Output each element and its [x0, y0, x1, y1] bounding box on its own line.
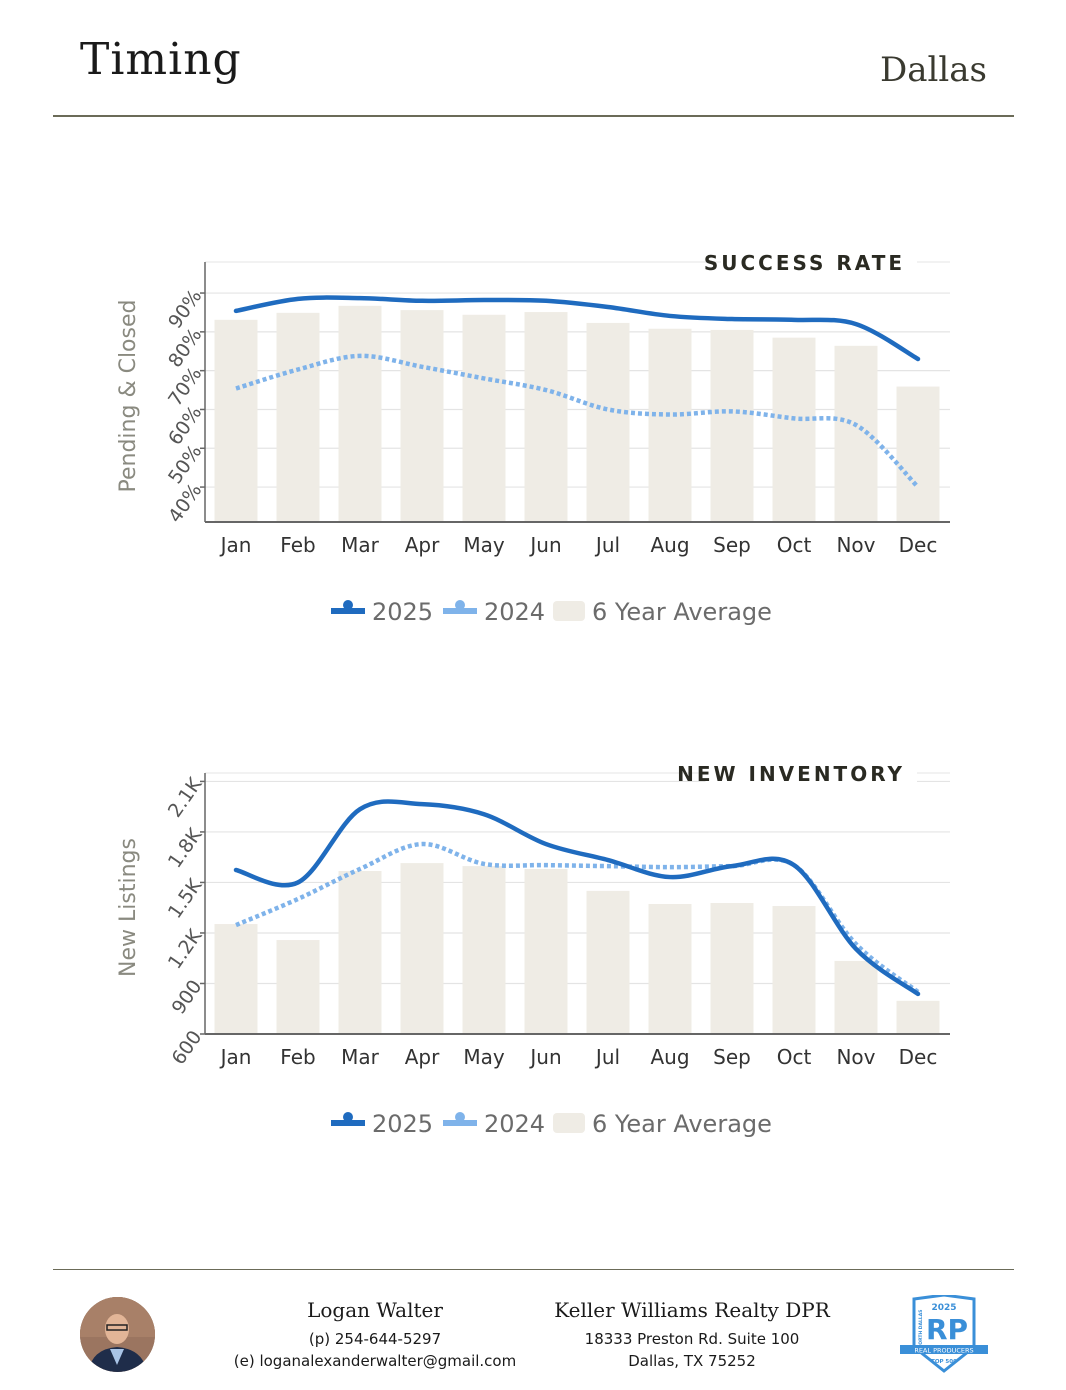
x-tick-label: Apr	[405, 533, 440, 557]
x-tick-label: Jan	[219, 1045, 252, 1069]
bar-oct	[772, 906, 816, 1034]
bar-jan	[214, 319, 258, 522]
real-producers-badge: 2025 NORTH DALLAS RP REAL PRODUCERS TOP …	[900, 1295, 988, 1373]
legend-2025-label: 2025	[372, 598, 433, 626]
x-tick-label: Dec	[899, 1045, 938, 1069]
x-tick-label: Nov	[836, 533, 875, 557]
bar-sep	[710, 902, 754, 1034]
x-tick-label: Dec	[899, 533, 938, 557]
badge-ribbon: REAL PRODUCERS	[914, 1347, 973, 1355]
legend-2025-label: 2025	[372, 1110, 433, 1138]
x-tick-label: Jan	[219, 533, 252, 557]
chart-title: SUCCESS RATE	[704, 251, 905, 275]
y-axis-label: New Listings	[116, 838, 141, 977]
bar-apr	[400, 863, 444, 1034]
legend-2025-icon-dot	[343, 600, 353, 610]
x-tick-label: Aug	[650, 1045, 689, 1069]
x-tick-label: Sep	[713, 1045, 751, 1069]
bar-nov	[834, 960, 878, 1034]
line-2024	[235, 353, 920, 489]
footer-divider	[53, 1269, 1014, 1270]
legend-2024-label: 2024	[484, 1110, 545, 1138]
x-tick-label: Jul	[594, 533, 620, 557]
bar-jan	[214, 924, 258, 1034]
badge-year: 2025	[931, 1303, 956, 1313]
agent-name: Logan Walter	[307, 1298, 443, 1322]
x-tick-label: Jun	[528, 533, 561, 557]
bar-mar	[338, 305, 382, 522]
company-address-line1: 18333 Preston Rd. Suite 100	[584, 1330, 800, 1348]
legend-2025-icon-dot	[343, 1112, 353, 1122]
x-tick-label: Mar	[341, 1045, 380, 1069]
page-title: Timing	[80, 34, 242, 85]
legend-2024-icon-dot	[455, 1112, 465, 1122]
legend-2025-icon	[331, 608, 365, 614]
agent-email[interactable]: (e) loganalexanderwalter@gmail.com	[233, 1352, 517, 1370]
badge-logo: RP	[926, 1313, 968, 1346]
bar-oct	[772, 337, 816, 522]
chart-title: NEW INVENTORY	[677, 762, 905, 786]
bar-aug	[648, 328, 692, 522]
bar-may	[462, 314, 506, 522]
bar-may	[462, 866, 506, 1034]
y-axis-label: Pending & Closed	[116, 300, 141, 493]
x-tick-label: Sep	[713, 533, 751, 557]
bar-nov	[834, 345, 878, 522]
bar-aug	[648, 904, 692, 1034]
x-tick-label: Aug	[650, 533, 689, 557]
chart-1: 40%50%60%70%80%90%Jan Feb Mar Apr May Jun Jul A…	[116, 248, 950, 626]
x-tick-label: May	[463, 1045, 505, 1069]
bar-sep	[710, 329, 754, 522]
x-tick-label: Feb	[280, 1045, 315, 1069]
bar-feb	[276, 940, 320, 1034]
city-label: Dallas	[880, 50, 987, 90]
x-tick-label: Jul	[594, 1045, 620, 1069]
badge-rank: TOP 500	[931, 1359, 957, 1365]
badge-side-text: NORTH DALLAS	[918, 1310, 924, 1349]
legend-average-icon	[553, 601, 585, 621]
x-tick-label: Apr	[405, 1045, 440, 1069]
x-tick-label: Mar	[341, 533, 380, 557]
x-tick-label: Oct	[777, 1045, 812, 1069]
legend-2025-icon	[331, 1120, 365, 1126]
y-tick-label: 900	[168, 976, 207, 1018]
bar-apr	[400, 310, 444, 522]
x-tick-label: Feb	[280, 533, 315, 557]
line-2025	[233, 295, 921, 362]
charts-canvas: 40%50%60%70%80%90%Jan Feb Mar Apr May Jun Jul A…	[116, 248, 950, 1138]
x-tick-label: Oct	[777, 533, 812, 557]
line-2025	[233, 799, 921, 997]
legend-2024-icon-dot	[455, 600, 465, 610]
x-tick-label: Jun	[528, 1045, 561, 1069]
bar-jun	[524, 868, 568, 1034]
line-2024	[235, 841, 920, 994]
bar-feb	[276, 312, 320, 522]
legend-2024-icon	[443, 1120, 477, 1126]
legend-average-icon	[553, 1113, 585, 1133]
x-tick-label: May	[463, 533, 505, 557]
bar-jul	[586, 322, 630, 522]
legend-average-label: 6 Year Average	[592, 598, 772, 626]
agent-avatar	[80, 1297, 155, 1372]
bar-jul	[586, 890, 630, 1034]
x-tick-label: Nov	[836, 1045, 875, 1069]
agent-phone[interactable]: (p) 254-644-5297	[308, 1330, 442, 1348]
company-name: Keller Williams Realty DPR	[554, 1298, 830, 1322]
bar-mar	[338, 871, 382, 1034]
chart-title-bg	[721, 248, 917, 276]
header-divider	[53, 115, 1014, 117]
y-tick-label: 600	[168, 1027, 207, 1069]
legend-average-label: 6 Year Average	[592, 1110, 772, 1138]
company-address-line2: Dallas, TX 75252	[628, 1352, 756, 1370]
chart-title-bg	[705, 759, 917, 787]
company-info: Keller Williams Realty DPR 18333 Preston…	[537, 1298, 847, 1372]
legend-2024-icon	[443, 608, 477, 614]
legend-2024-label: 2024	[484, 598, 545, 626]
bar-dec	[896, 1000, 940, 1034]
agent-info: Logan Walter (p) 254-644-5297 (e) logana…	[220, 1298, 530, 1372]
bar-jun	[524, 312, 568, 522]
bar-dec	[896, 386, 940, 522]
